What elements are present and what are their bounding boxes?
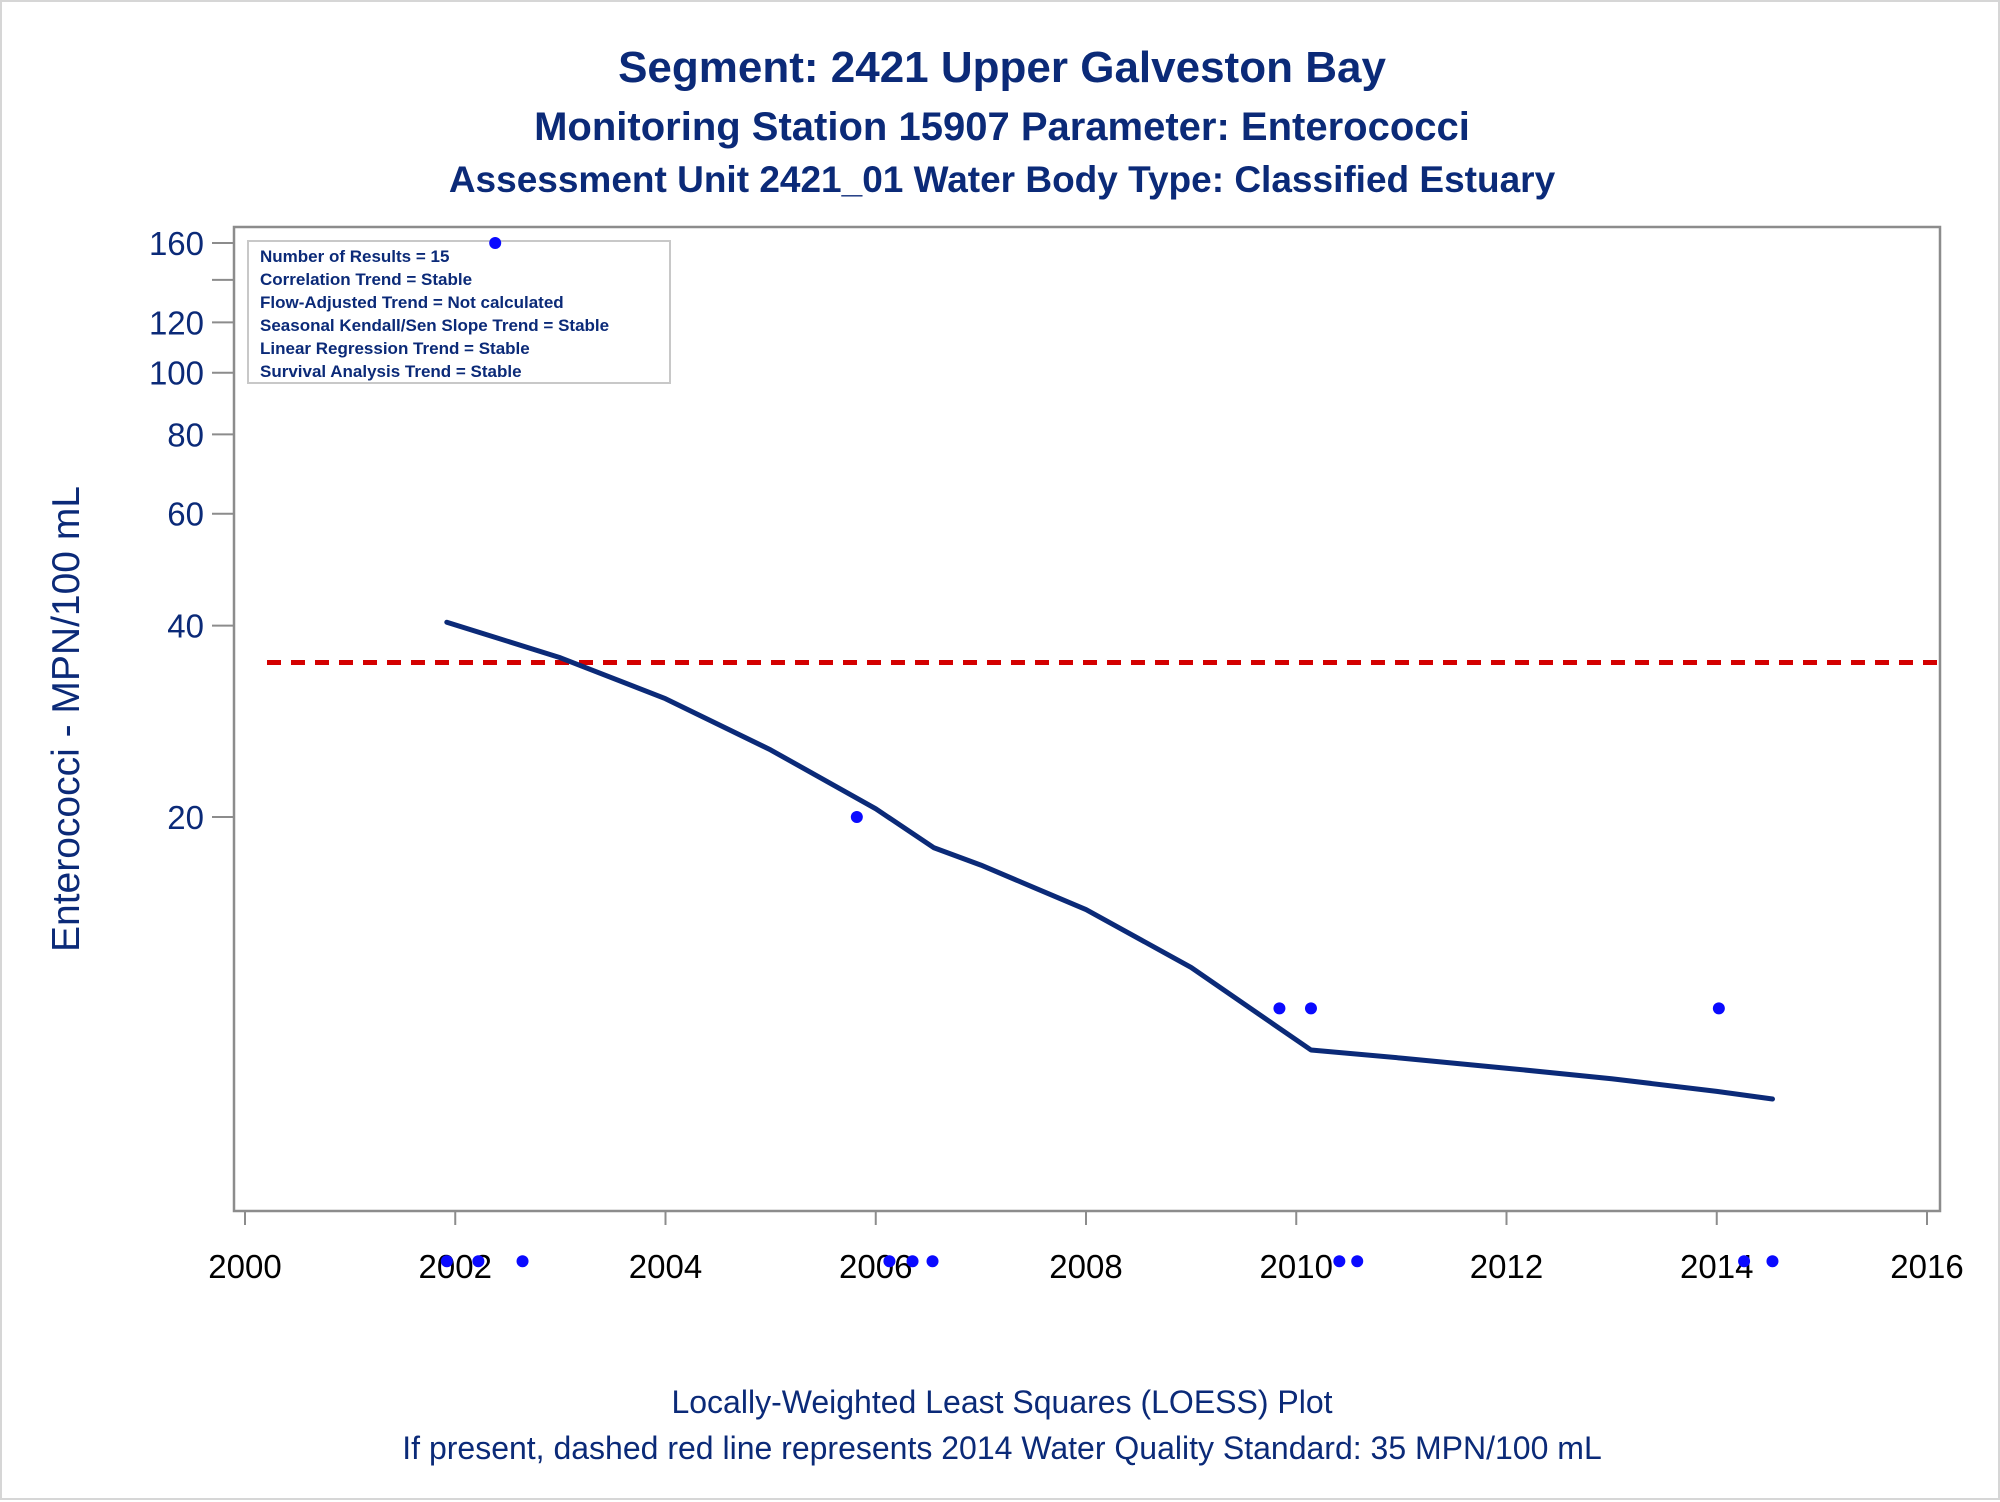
plot-series xyxy=(267,237,1940,1268)
y-tick-label: 20 xyxy=(167,799,204,836)
chart-subtitle-2: Assessment Unit 2421_01 Water Body Type:… xyxy=(449,159,1556,200)
data-point xyxy=(906,1255,919,1268)
stats-box-border xyxy=(247,240,671,384)
stats-seasonal-kendall-trend: Seasonal Kendall/Sen Slope Trend = Stabl… xyxy=(260,316,609,335)
stats-correlation-trend: Correlation Trend = Stable xyxy=(260,270,472,289)
data-point xyxy=(1273,1002,1286,1015)
footnote-standard: If present, dashed red line represents 2… xyxy=(402,1430,1601,1466)
data-point xyxy=(883,1255,896,1268)
y-tick-label: 40 xyxy=(167,608,204,645)
y-axis: 20 40 60 80 100 120 160 xyxy=(149,225,234,836)
x-tick-label: 2006 xyxy=(839,1248,912,1285)
data-point xyxy=(850,811,863,823)
y-axis-label: Enterococci - MPN/100 mL xyxy=(45,486,88,952)
data-point xyxy=(489,237,502,249)
stats-linear-regression-trend: Linear Regression Trend = Stable xyxy=(260,339,530,358)
x-tick-label: 2000 xyxy=(208,1248,281,1285)
loess-line xyxy=(444,619,1775,1102)
x-tick-label: 2010 xyxy=(1260,1248,1333,1285)
y-tick-label: 120 xyxy=(149,304,204,341)
chart-title: Segment: 2421 Upper Galveston Bay xyxy=(618,43,1386,92)
stats-survival-analysis-trend: Survival Analysis Trend = Stable xyxy=(260,362,522,381)
data-point xyxy=(1333,1255,1346,1268)
y-tick-label: 100 xyxy=(149,355,204,392)
y-tick-label: 60 xyxy=(167,496,204,533)
stats-result-count: Number of Results = 15 xyxy=(260,247,449,266)
x-axis: 2000 2002 2004 2006 2008 2010 2012 2014 2016 xyxy=(208,1211,1964,1285)
chart-subtitle: Monitoring Station 15907 Parameter: Ente… xyxy=(534,105,1470,149)
data-point xyxy=(1766,1255,1779,1268)
y-tick-label: 80 xyxy=(167,416,204,453)
x-tick-label: 2012 xyxy=(1470,1248,1543,1285)
stats-flow-adjusted-trend: Flow-Adjusted Trend = Not calculated xyxy=(260,293,564,312)
y-tick-label: 160 xyxy=(149,225,204,262)
x-tick-label: 2004 xyxy=(629,1248,702,1285)
data-point xyxy=(1738,1255,1751,1268)
data-point xyxy=(1304,1002,1317,1015)
footnote-loess: Locally-Weighted Least Squares (LOESS) P… xyxy=(671,1384,1332,1420)
data-point xyxy=(516,1255,529,1268)
x-tick-label: 2016 xyxy=(1890,1248,1963,1285)
stats-box: Number of Results = 15 Correlation Trend… xyxy=(247,240,671,384)
x-tick-label: 2008 xyxy=(1049,1248,1122,1285)
data-point xyxy=(926,1255,939,1268)
data-point xyxy=(1712,1002,1725,1015)
data-point xyxy=(1351,1255,1364,1268)
data-point xyxy=(440,1255,453,1268)
data-point xyxy=(472,1255,485,1268)
